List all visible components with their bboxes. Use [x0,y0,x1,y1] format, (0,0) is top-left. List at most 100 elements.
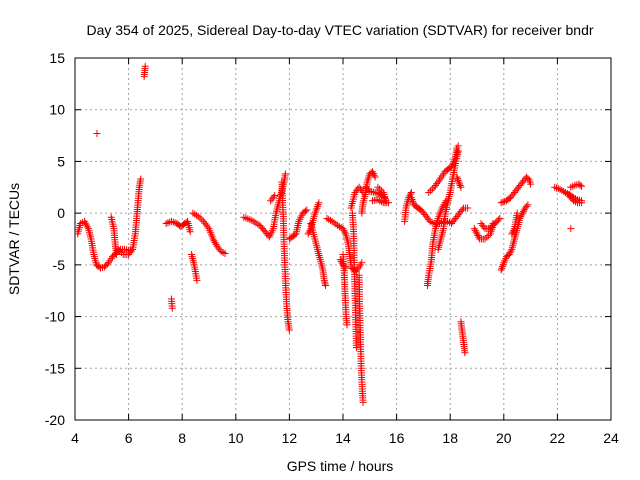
data-point [285,326,293,334]
data-point [524,201,532,209]
data-point [506,249,514,257]
data-point [114,245,122,253]
y-axis: -20 -15 -10 -5 0 5 10 15 [45,50,611,428]
data-point [498,264,506,272]
data-point [483,233,491,241]
data-point [488,221,496,229]
data-point [93,130,101,138]
data-point [556,185,564,193]
data-point [519,207,527,215]
data-point [127,247,135,255]
data-point [192,211,200,219]
data-point [343,321,351,329]
data-point [505,251,513,259]
data-series [74,62,586,406]
data-track [508,209,521,238]
data-point [352,344,360,352]
x-axis: 4 6 8 10 12 14 16 18 20 22 24 [71,58,619,446]
data-point [455,178,463,186]
data-point [471,226,479,234]
data-point [560,187,568,195]
data-track [457,318,469,357]
data-track [567,180,586,191]
data-point [428,185,436,193]
data-point [201,219,209,227]
y-tick-label: 10 [49,102,65,118]
data-track [477,219,497,233]
x-tick-label: 10 [228,430,244,446]
data-point [221,249,229,257]
data-point [499,261,507,269]
data-point [323,214,331,222]
x-tick-label: 6 [125,430,133,446]
data-point [376,197,384,205]
data-point [117,249,125,257]
data-point [427,187,435,195]
data-point [358,259,366,267]
data-point [113,251,121,259]
data-point [425,188,433,196]
data-point [171,219,179,227]
x-tick-label: 4 [71,430,79,446]
data-point [456,182,464,190]
data-point [210,237,218,245]
data-point [359,398,367,406]
data-point [517,213,525,221]
data-point [168,304,176,312]
data-point [509,228,517,236]
data-point [494,216,502,224]
data-point [448,163,456,171]
data-point [448,161,456,169]
data-track [497,173,535,207]
data-point [369,169,377,177]
data-point [431,181,439,189]
data-point [377,198,385,206]
y-tick-label: 5 [57,153,65,169]
x-tick-label: 14 [335,430,351,446]
data-point [406,192,414,200]
data-point [328,217,336,225]
data-track [339,251,351,329]
data-point [326,216,334,224]
data-point [271,192,279,200]
data-track [285,206,311,243]
y-tick-label: -20 [45,412,65,428]
y-axis-label: SDTVAR / TECUs [6,183,22,295]
data-point [497,266,505,274]
data-point [141,62,149,70]
data-point [406,190,414,198]
data-point [303,206,311,214]
data-point [433,180,441,188]
data-point [373,189,381,197]
data-point [80,217,88,225]
data-point [137,175,145,183]
data-track [167,295,176,312]
data-point [189,209,197,217]
data-point [314,202,322,210]
data-point [304,230,312,238]
data-point [191,210,199,218]
data-point [364,186,372,194]
x-tick-label: 8 [178,430,186,446]
data-point [567,225,575,233]
data-point [457,183,465,191]
data-point [81,219,89,227]
data-point [527,180,535,188]
data-point [485,232,493,240]
data-point [474,232,482,240]
data-track [307,219,330,290]
data-point [487,223,495,231]
data-point [374,196,382,204]
data-track [140,62,149,81]
data-point [330,219,338,227]
data-point [407,194,415,202]
data-point [341,228,349,236]
data-point [507,247,515,255]
data-point [489,219,497,227]
data-track [425,142,462,196]
data-point [454,142,462,150]
data-point [497,199,505,207]
data-point [501,197,509,205]
